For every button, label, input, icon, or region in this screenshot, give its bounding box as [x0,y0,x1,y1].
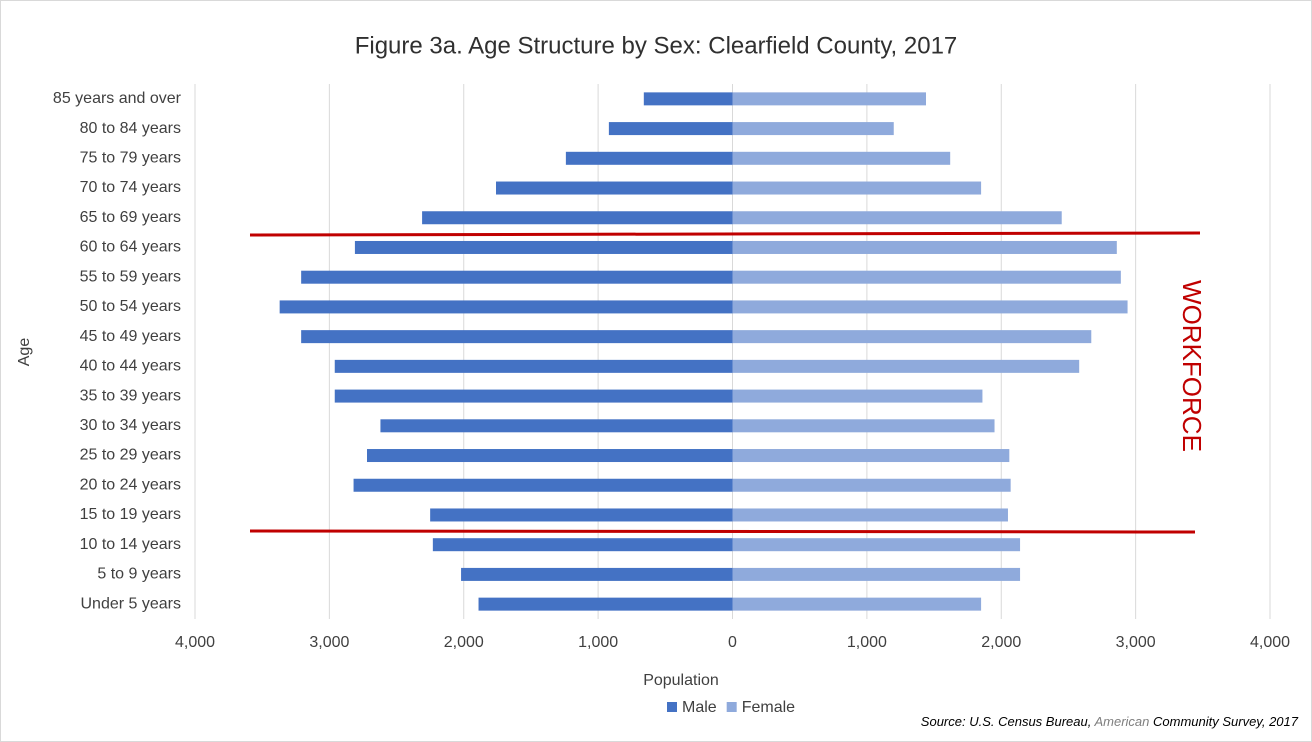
x-tick-label: 3,000 [309,634,349,651]
plot-area: 4,000 3,000 2,000 1,000 0 1,000 2,000 3,000 4,00… [53,84,1290,651]
y-tick-label: 70 to 74 years [80,179,181,196]
bar [732,389,983,403]
y-tick-label: 45 to 49 years [80,328,181,345]
y-tick-label: Under 5 years [81,595,182,612]
bar [334,359,733,373]
y-tick-label: 15 to 19 years [80,506,181,523]
bar [732,567,1021,581]
workforce-annotation: WORKFORCE [1177,280,1207,452]
bar [732,92,926,106]
bar [732,597,982,611]
y-tick-label: 80 to 84 years [80,120,181,137]
bar [732,478,1011,492]
bar [496,181,733,195]
y-tick-label: 75 to 79 years [80,150,181,167]
bar [334,389,733,403]
x-tick-label: 1,000 [847,634,887,651]
bar [461,567,733,581]
bar [432,538,733,552]
bar [279,300,733,314]
x-tick-label: 4,000 [1250,634,1290,651]
legend-label: Male [682,699,717,716]
bar [732,449,1010,463]
y-tick-label: 40 to 44 years [80,358,181,375]
workforce-line [249,529,1196,534]
y-tick-label: 50 to 54 years [80,298,181,315]
y-tick-label: 85 years and over [53,90,182,107]
bar [643,92,733,106]
bar [430,508,733,522]
legend-label: Female [742,699,795,716]
x-tick-label: 1,000 [578,634,618,651]
bar [422,211,733,225]
bar [301,270,733,284]
bar [732,151,951,165]
chart-title: Figure 3a. Age Structure by Sex: Clearfi… [355,32,958,59]
y-tick-label: 5 to 9 years [97,566,181,583]
bar [301,330,733,344]
bar [732,240,1117,254]
y-tick-label: 10 to 14 years [80,536,181,553]
y-tick-label: 60 to 64 years [80,239,181,256]
bar [732,270,1121,284]
bar [353,478,733,492]
bar [380,419,733,433]
x-tick-label: 0 [728,634,737,651]
bar [732,538,1021,552]
bar [732,419,995,433]
y-tick-label: 55 to 59 years [80,268,181,285]
y-tick-label: 25 to 29 years [80,447,181,464]
x-tick-label: 4,000 [175,634,215,651]
legend-swatch [667,702,677,712]
x-tick-label: 2,000 [444,634,484,651]
x-tick-label: 3,000 [1116,634,1156,651]
bar [478,597,733,611]
bar [732,508,1008,522]
x-tick-label: 2,000 [981,634,1021,651]
bar [732,211,1062,225]
y-tick-label: 65 to 69 years [80,209,181,226]
bar [367,449,733,463]
bar [354,240,733,254]
source-part: Source: U.S. Census Bureau, [921,714,1095,729]
x-axis-label: Population [643,672,719,689]
legend-swatch [726,702,737,712]
y-tick-label: 20 to 24 years [80,476,181,493]
source-note: Source: U.S. Census Bureau, American Com… [921,714,1299,729]
workforce-line [249,231,1201,237]
bar [732,181,982,195]
y-tick-label: 35 to 39 years [80,387,181,404]
source-part: American [1093,714,1149,729]
source-part: Community Survey, 2017 [1149,714,1298,729]
bar [565,151,733,165]
bar [732,359,1080,373]
y-axis-label: Age [16,338,33,367]
bar [732,122,894,136]
bar [608,122,733,136]
y-tick-label: 30 to 34 years [80,417,181,434]
bar [732,330,1092,344]
bar [732,300,1128,314]
